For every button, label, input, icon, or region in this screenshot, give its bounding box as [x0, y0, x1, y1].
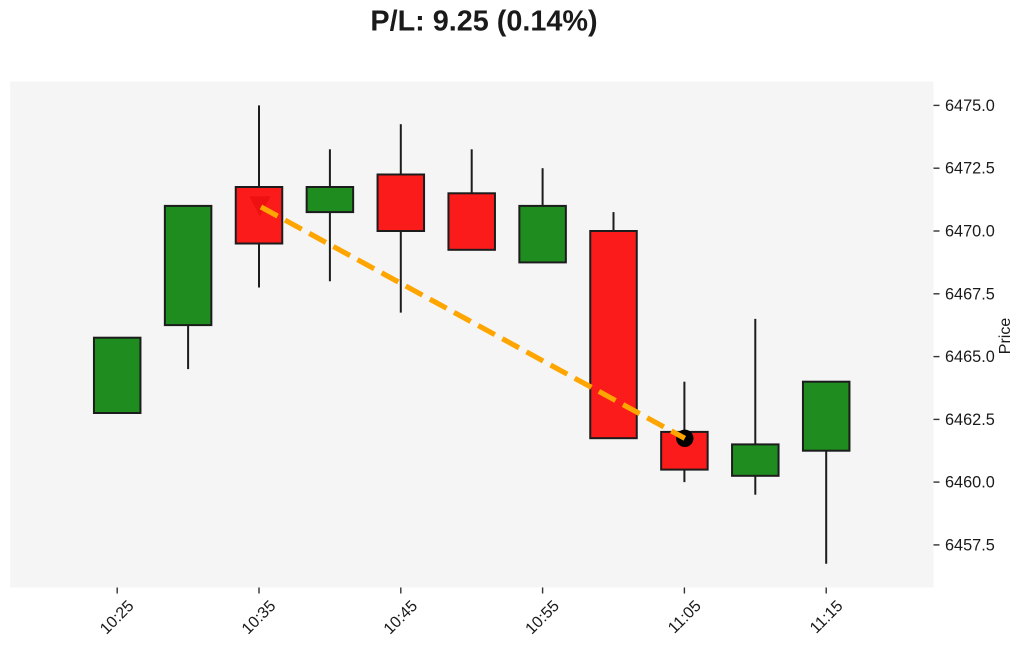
svg-text:10:25: 10:25: [97, 598, 137, 638]
svg-text:6467.5: 6467.5: [945, 285, 995, 303]
svg-text:6475.0: 6475.0: [945, 97, 995, 115]
svg-text:6462.5: 6462.5: [945, 411, 995, 429]
svg-text:10:35: 10:35: [239, 598, 279, 638]
svg-text:Price: Price: [997, 318, 1014, 355]
svg-text:11:05: 11:05: [665, 598, 705, 638]
svg-text:6457.5: 6457.5: [945, 536, 995, 554]
svg-text:11:15: 11:15: [807, 598, 847, 638]
svg-text:10:45: 10:45: [381, 598, 421, 638]
svg-text:10:55: 10:55: [523, 598, 563, 638]
svg-text:6465.0: 6465.0: [945, 348, 995, 366]
svg-text:6472.5: 6472.5: [945, 160, 995, 178]
svg-text:P/L: 9.25 (0.14%): P/L: 9.25 (0.14%): [370, 6, 597, 38]
svg-text:6460.0: 6460.0: [945, 474, 995, 492]
svg-text:6470.0: 6470.0: [945, 223, 995, 241]
